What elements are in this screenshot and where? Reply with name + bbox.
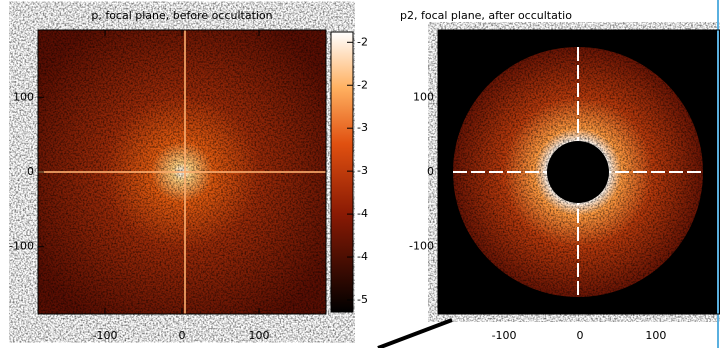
- x-tick-label: 0: [577, 329, 584, 342]
- panel-title: p2, focal plane, after occultatio: [400, 9, 572, 22]
- y-tick-label: -100: [9, 240, 34, 253]
- colorbar-tick-label: -3: [357, 164, 368, 177]
- x-tick-label: 100: [645, 329, 666, 342]
- colorbar-tick-label: -5: [357, 293, 368, 306]
- colorbar-tick-label: -2: [357, 78, 368, 91]
- image-right: [438, 30, 720, 314]
- frame: [437, 29, 720, 315]
- x-tick-label: 0: [179, 329, 186, 342]
- x-tick-label: 100: [249, 329, 270, 342]
- frame: [37, 29, 327, 315]
- y-tick-label: 0: [427, 165, 434, 178]
- y-tick-label: 100: [413, 90, 434, 103]
- x-tick-label: -100: [93, 329, 118, 342]
- colorbar-tick-label: -4: [357, 207, 368, 220]
- colorbar: [330, 31, 354, 313]
- y-tick-label: -100: [409, 240, 434, 253]
- panel-title: p, focal plane, before occultation: [91, 9, 272, 22]
- image-left: [38, 30, 326, 314]
- colorbar-tick-label: -2: [357, 35, 368, 48]
- stroke: [377, 318, 453, 348]
- x-tick-label: -100: [492, 329, 517, 342]
- colorbar-tick-label: -3: [357, 121, 368, 134]
- y-tick-label: 0: [27, 165, 34, 178]
- y-tick-label: 100: [13, 90, 34, 103]
- colorbar-tick-label: -4: [357, 250, 368, 263]
